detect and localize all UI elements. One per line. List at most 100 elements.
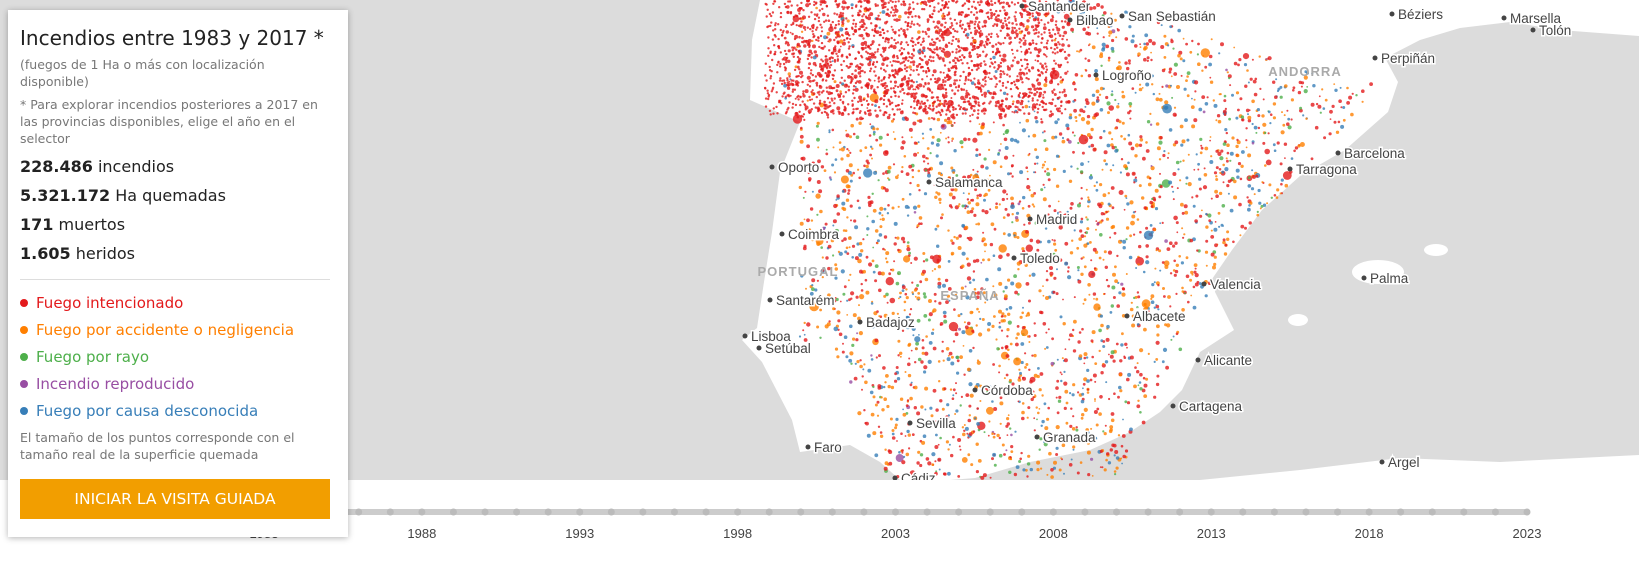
fire-dot xyxy=(1053,209,1057,213)
fire-dot xyxy=(931,463,935,466)
fire-dot xyxy=(1173,259,1176,263)
fire-dot xyxy=(938,46,942,50)
fire-dot xyxy=(829,23,833,26)
fire-dot xyxy=(1064,56,1068,60)
fire-dot xyxy=(984,46,987,49)
fire-dot xyxy=(1125,172,1130,177)
fire-dot xyxy=(1017,268,1020,271)
fire-dot xyxy=(1072,150,1075,154)
fire-dot xyxy=(1058,217,1061,220)
fire-dot xyxy=(815,193,821,199)
fire-dot xyxy=(1329,118,1332,120)
fire-dot xyxy=(852,85,856,88)
city-dot xyxy=(1011,255,1017,261)
fire-dot xyxy=(838,332,843,337)
fire-dot xyxy=(803,44,807,48)
fire-dot xyxy=(1199,137,1203,141)
fire-dot xyxy=(1043,130,1046,133)
fire-dot xyxy=(992,13,996,16)
fire-dot xyxy=(1102,193,1107,198)
fire-points xyxy=(763,0,1373,480)
fire-dot xyxy=(838,141,842,144)
fire-dot xyxy=(996,347,1000,351)
fire-dot xyxy=(942,80,945,84)
fire-dot xyxy=(1033,92,1037,97)
tour-button[interactable]: INICIAR LA VISITA GUIADA xyxy=(20,479,330,519)
city-label: Madrid xyxy=(1036,212,1077,227)
fire-dot xyxy=(833,171,837,174)
fire-dot xyxy=(1207,213,1212,218)
city-label: San Sebastián xyxy=(1128,9,1216,24)
fire-dot xyxy=(796,4,799,7)
timeline-track[interactable] xyxy=(340,509,1528,515)
fire-dot xyxy=(1043,402,1047,406)
city-dot xyxy=(1195,357,1201,363)
legend-item[interactable]: Fuego por accidente o negligencia xyxy=(20,321,336,339)
fire-dot xyxy=(943,50,952,58)
fire-dot xyxy=(1207,281,1212,286)
fire-dot xyxy=(890,64,894,67)
fire-dot xyxy=(979,384,983,388)
fire-dot xyxy=(1026,63,1029,66)
fire-dot xyxy=(1276,89,1280,93)
fire-dot xyxy=(778,65,782,68)
fire-dot xyxy=(1174,241,1178,245)
fire-dot xyxy=(1232,240,1235,244)
fire-dot xyxy=(935,408,939,412)
fire-dot xyxy=(1126,377,1130,382)
fire-dot xyxy=(1050,74,1053,77)
legend-item[interactable]: Fuego por causa desconocida xyxy=(20,402,336,420)
fire-dot xyxy=(1103,212,1106,216)
fire-dot xyxy=(813,79,816,82)
fire-dot xyxy=(1213,103,1218,108)
fire-dot xyxy=(872,395,876,399)
fire-dot xyxy=(907,52,910,55)
fire-dot xyxy=(1006,335,1009,338)
fire-dot xyxy=(1209,80,1214,84)
fire-dot xyxy=(891,28,894,31)
fire-dot xyxy=(907,8,910,11)
fire-dot xyxy=(1037,21,1041,25)
fire-dot xyxy=(1024,67,1027,70)
fire-dot xyxy=(813,3,816,7)
fire-dot xyxy=(1108,30,1113,35)
city-dot xyxy=(907,420,913,426)
fire-dot xyxy=(912,111,915,114)
year-label: 2023 xyxy=(1513,526,1542,541)
legend-item[interactable]: Fuego por rayo xyxy=(20,348,336,366)
fire-dot xyxy=(1044,0,1048,4)
fire-dot xyxy=(939,113,942,117)
fire-dot xyxy=(1049,266,1053,270)
fire-dot xyxy=(999,61,1003,65)
legend-item[interactable]: Fuego intencionado xyxy=(20,294,336,312)
fire-dot xyxy=(925,70,928,73)
fire-dot xyxy=(918,57,922,60)
fire-dot xyxy=(967,418,972,423)
fire-dot xyxy=(906,247,911,252)
fire-dot xyxy=(876,239,880,243)
fire-dot xyxy=(1314,125,1319,130)
fire-dot xyxy=(953,308,956,311)
fire-dot xyxy=(1258,55,1261,58)
fire-dot xyxy=(942,71,945,74)
fire-dot xyxy=(1018,376,1021,379)
fire-dot xyxy=(819,308,822,312)
fire-dot xyxy=(1083,356,1087,360)
fire-dot xyxy=(906,92,909,96)
fire-dot xyxy=(765,15,768,18)
legend-item[interactable]: Incendio reproducido xyxy=(20,375,336,393)
fire-dot xyxy=(1102,340,1106,343)
fire-dot xyxy=(1282,123,1286,127)
fire-dot xyxy=(1086,242,1090,245)
fire-dot xyxy=(1124,37,1129,41)
fire-dot xyxy=(1068,115,1073,120)
fire-dot xyxy=(1120,239,1123,242)
fire-dot xyxy=(897,0,900,3)
fire-dot xyxy=(902,29,906,33)
fire-dot xyxy=(973,83,977,86)
fire-dot xyxy=(1239,234,1242,237)
fire-dot xyxy=(811,238,814,242)
fire-dot xyxy=(973,63,976,67)
fire-dot xyxy=(1031,108,1035,111)
fire-dot xyxy=(1006,253,1010,257)
